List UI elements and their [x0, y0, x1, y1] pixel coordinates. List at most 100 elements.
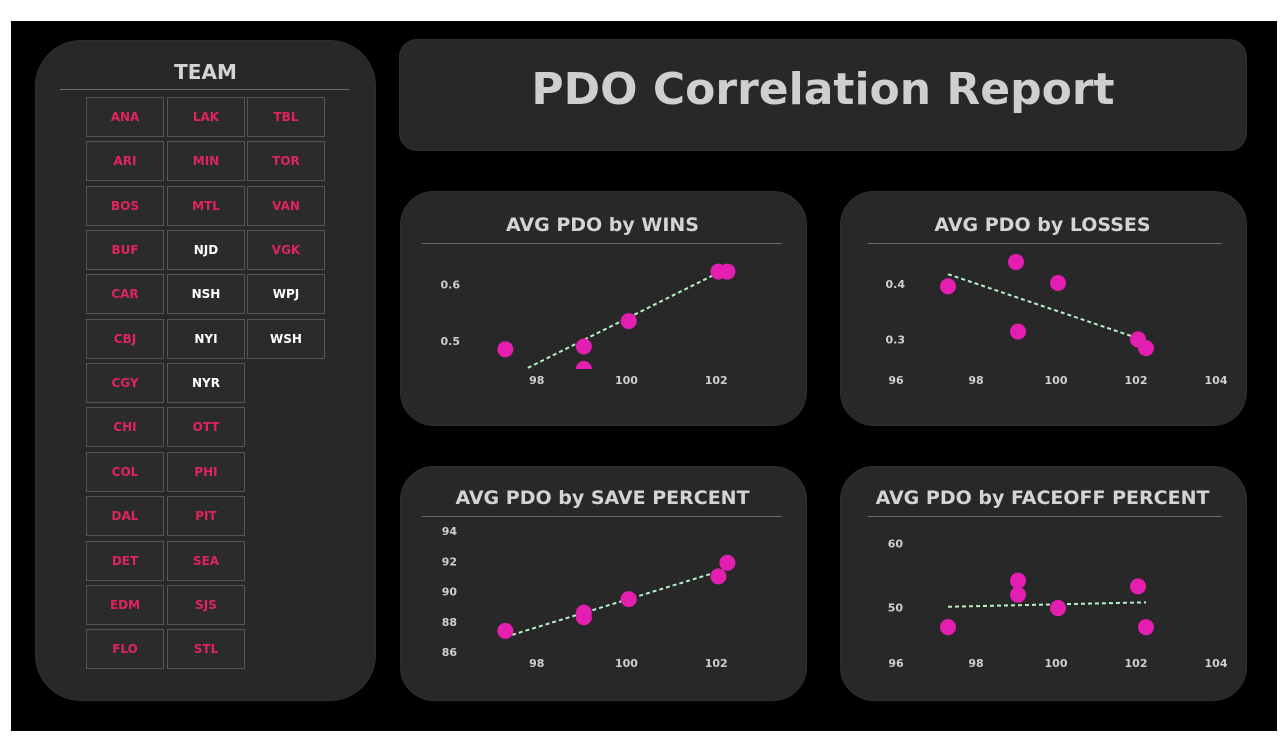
- faceoff-percent-data-point: [940, 619, 956, 636]
- faceoff-percent-chart-card[interactable]: [840, 466, 1247, 701]
- wins-chart-title: AVG PDO by WINS: [505, 214, 699, 236]
- page-title: PDO Correlation Report: [531, 64, 1115, 115]
- losses-chart-title: AVG PDO by LOSSES: [934, 214, 1151, 236]
- wins-trend-line: [527, 269, 724, 369]
- save-percent-data-point: [497, 622, 514, 639]
- save-percent-y-tick-label: 94: [442, 525, 458, 538]
- team-button-lak[interactable]: LAK: [167, 97, 245, 137]
- team-button-nyi[interactable]: NYI: [167, 319, 245, 359]
- team-button-chi[interactable]: CHI: [86, 407, 164, 447]
- faceoff-percent-data-point: [1010, 586, 1026, 603]
- save-percent-chart-divider: [422, 516, 782, 517]
- team-button-dal[interactable]: DAL: [86, 496, 164, 536]
- save-percent-trend-line: [505, 567, 728, 638]
- save-percent-chart-card[interactable]: [400, 466, 807, 701]
- team-button-wpj[interactable]: WPJ: [247, 274, 325, 314]
- wins-x-tick-label: 100: [615, 374, 638, 387]
- team-button-ott[interactable]: OTT: [167, 407, 245, 447]
- team-button-pit[interactable]: PIT: [167, 496, 245, 536]
- save-percent-x-tick-label: 100: [615, 657, 638, 670]
- faceoff-percent-trend-line: [947, 601, 1147, 608]
- losses-x-tick-label: 104: [1205, 374, 1228, 387]
- team-button-edm[interactable]: EDM: [86, 585, 164, 625]
- team-slicer-divider: [60, 89, 349, 90]
- save-percent-data-point: [620, 591, 637, 608]
- losses-trend-line: [947, 273, 1147, 342]
- team-button-stl[interactable]: STL: [167, 629, 245, 669]
- team-button-van[interactable]: VAN: [247, 186, 325, 226]
- team-button-sea[interactable]: SEA: [167, 541, 245, 581]
- faceoff-percent-data-point: [1010, 572, 1026, 589]
- faceoff-percent-y-tick-label: 50: [888, 601, 904, 614]
- faceoff-percent-x-tick-label: 104: [1205, 657, 1228, 670]
- team-slicer-title: TEAM: [174, 60, 237, 84]
- team-button-mtl[interactable]: MTL: [167, 186, 245, 226]
- team-button-buf[interactable]: BUF: [86, 230, 164, 270]
- save-percent-data-point: [575, 609, 592, 626]
- losses-x-tick-label: 100: [1045, 374, 1068, 387]
- losses-data-point: [1050, 274, 1066, 291]
- faceoff-percent-data-point: [1130, 578, 1146, 595]
- team-button-bos[interactable]: BOS: [86, 186, 164, 226]
- losses-chart-card[interactable]: [840, 191, 1247, 426]
- wins-chart-divider: [422, 243, 782, 244]
- team-button-col[interactable]: COL: [86, 452, 164, 492]
- losses-x-tick-label: 96: [888, 374, 904, 387]
- team-button-vgk[interactable]: VGK: [247, 230, 325, 270]
- wins-chart-card[interactable]: [400, 191, 807, 426]
- team-button-nsh[interactable]: NSH: [167, 274, 245, 314]
- wins-data-point: [719, 263, 736, 280]
- wins-data-point: [575, 361, 592, 369]
- save-percent-x-tick-label: 102: [705, 657, 728, 670]
- save-percent-x-tick-label: 98: [529, 657, 544, 670]
- team-button-tor[interactable]: TOR: [247, 141, 325, 181]
- faceoff-percent-y-tick-label: 60: [888, 538, 904, 551]
- save-percent-chart-title: AVG PDO by SAVE PERCENT: [455, 487, 750, 509]
- wins-data-point: [497, 341, 514, 358]
- wins-data-point: [575, 338, 592, 355]
- team-button-sjs[interactable]: SJS: [167, 585, 245, 625]
- faceoff-percent-data-point: [1138, 619, 1154, 636]
- wins-x-tick-label: 98: [529, 374, 544, 387]
- losses-data-point: [940, 278, 956, 295]
- save-percent-y-tick-label: 88: [442, 616, 457, 629]
- team-button-wsh[interactable]: WSH: [247, 319, 325, 359]
- faceoff-percent-x-tick-label: 98: [968, 657, 983, 670]
- save-percent-data-point: [719, 554, 736, 571]
- save-percent-y-tick-label: 86: [442, 646, 458, 659]
- faceoff-percent-chart-divider: [868, 516, 1222, 517]
- losses-data-point: [1138, 340, 1154, 357]
- losses-x-tick-label: 98: [968, 374, 983, 387]
- losses-x-tick-label: 102: [1125, 374, 1148, 387]
- team-button-cgy[interactable]: CGY: [86, 363, 164, 403]
- losses-data-point: [1008, 254, 1024, 270]
- faceoff-percent-x-tick-label: 102: [1125, 657, 1148, 670]
- save-percent-data-point: [710, 568, 727, 585]
- team-button-det[interactable]: DET: [86, 541, 164, 581]
- losses-data-point: [1010, 323, 1026, 340]
- losses-chart-divider: [868, 243, 1222, 244]
- team-button-flo[interactable]: FLO: [86, 629, 164, 669]
- team-button-ari[interactable]: ARI: [86, 141, 164, 181]
- header-panel: [399, 39, 1247, 151]
- faceoff-percent-chart-title: AVG PDO by FACEOFF PERCENT: [875, 487, 1210, 509]
- team-button-tbl[interactable]: TBL: [247, 97, 325, 137]
- team-button-cbj[interactable]: CBJ: [86, 319, 164, 359]
- losses-y-tick-label: 0.3: [886, 333, 906, 346]
- team-button-min[interactable]: MIN: [167, 141, 245, 181]
- losses-y-tick-label: 0.4: [886, 278, 906, 291]
- faceoff-percent-x-tick-label: 100: [1045, 657, 1068, 670]
- team-button-nyr[interactable]: NYR: [167, 363, 245, 403]
- wins-data-point: [620, 313, 637, 330]
- save-percent-y-tick-label: 90: [442, 586, 458, 599]
- faceoff-percent-x-tick-label: 96: [888, 657, 904, 670]
- team-button-car[interactable]: CAR: [86, 274, 164, 314]
- faceoff-percent-data-point: [1050, 600, 1066, 617]
- wins-y-tick-label: 0.6: [441, 279, 461, 292]
- wins-x-tick-label: 102: [705, 374, 728, 387]
- team-button-njd[interactable]: NJD: [167, 230, 245, 270]
- team-button-ana[interactable]: ANA: [86, 97, 164, 137]
- save-percent-y-tick-label: 92: [442, 555, 457, 568]
- team-button-phi[interactable]: PHI: [167, 452, 245, 492]
